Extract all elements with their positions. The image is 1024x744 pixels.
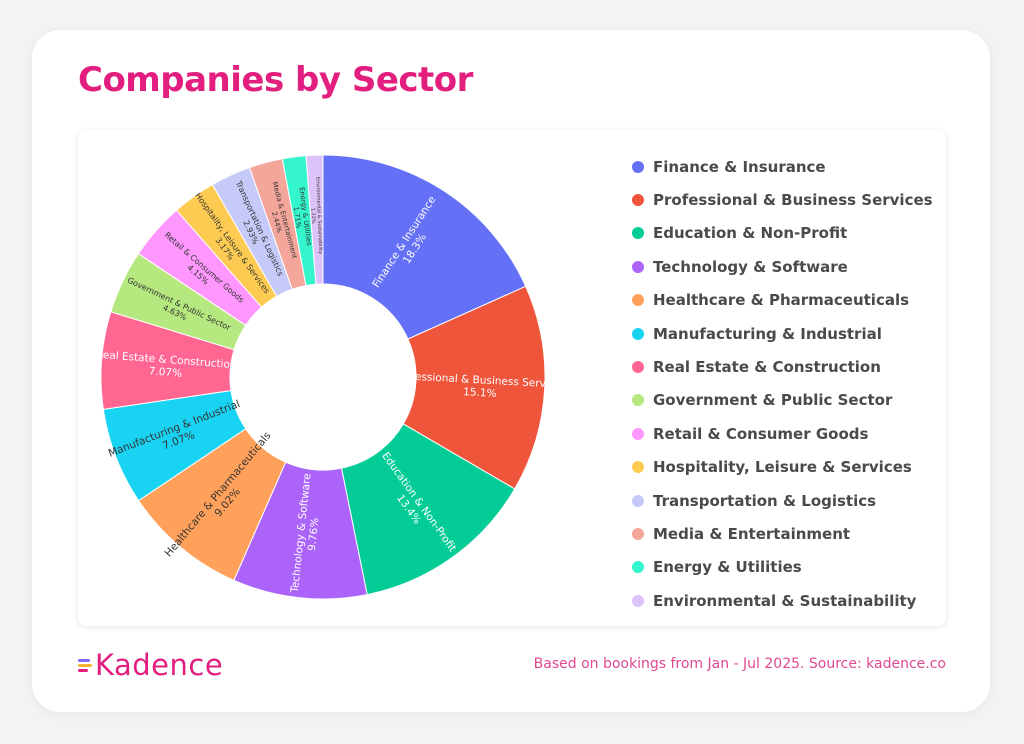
legend-item-professional-and-business-services[interactable]: Professional & Business Services <box>632 183 942 216</box>
slice-label-value: 15.1% <box>463 386 497 400</box>
legend-item-technology-and-software[interactable]: Technology & Software <box>632 250 942 283</box>
svg-text:Environmental & Sustainability: Environmental & Sustainability1.22% <box>308 177 323 255</box>
legend-label: Energy & Utilities <box>653 558 802 577</box>
legend-label: Technology & Software <box>653 257 848 276</box>
legend-swatch <box>632 294 644 307</box>
legend-label: Media & Entertainment <box>653 524 851 543</box>
legend-swatch <box>632 527 644 540</box>
kadence-logo: Kadence <box>78 648 223 682</box>
legend-swatch <box>632 427 644 440</box>
legend-item-education-and-non-profit[interactable]: Education & Non-Profit <box>632 217 942 250</box>
legend-item-government-and-public-sector[interactable]: Government & Public Sector <box>632 384 942 417</box>
legend-label: Finance & Insurance <box>653 157 826 176</box>
legend-swatch <box>632 227 644 240</box>
slice-education-and-non-profit[interactable] <box>340 423 516 596</box>
legend-item-manufacturing-and-industrial[interactable]: Manufacturing & Industrial <box>632 317 942 350</box>
slice-environmental-and-sustainability[interactable] <box>305 154 324 285</box>
legend-label: Healthcare & Pharmaceuticals <box>653 291 910 310</box>
slice-label-value: 1.71% <box>292 206 303 229</box>
slice-label-environmental-and-sustainability: Environmental & Sustainability1.22% <box>308 177 324 255</box>
legend-item-transportation-and-logistics[interactable]: Transportation & Logistics <box>632 484 942 517</box>
legend-item-media-and-entertainment[interactable]: Media & Entertainment <box>632 517 942 550</box>
legend-label: Government & Public Sector <box>653 391 893 410</box>
legend-swatch <box>632 394 644 407</box>
legend-item-retail-and-consumer-goods[interactable]: Retail & Consumer Goods <box>632 417 942 450</box>
slice-label-value: 1.22% <box>310 208 317 224</box>
slice-label-name: Environmental & Sustainability <box>314 177 323 255</box>
legend-item-real-estate-and-construction[interactable]: Real Estate & Construction <box>632 350 942 383</box>
legend-swatch <box>632 160 644 173</box>
legend-swatch <box>632 594 644 607</box>
logo-mark-icon <box>78 655 92 675</box>
legend-label: Transportation & Logistics <box>653 491 877 510</box>
legend-item-environmental-and-sustainability[interactable]: Environmental & Sustainability <box>632 584 942 617</box>
slice-label-value: 9.76% <box>306 517 321 551</box>
legend-label: Education & Non-Profit <box>653 224 848 243</box>
legend-swatch <box>632 194 644 207</box>
legend-swatch <box>632 260 644 273</box>
logo-text: Kadence <box>95 648 224 682</box>
legend-swatch <box>632 327 644 340</box>
legend-swatch <box>632 494 644 507</box>
legend-item-healthcare-and-pharmaceuticals[interactable]: Healthcare & Pharmaceuticals <box>632 284 942 317</box>
legend-item-finance-and-insurance[interactable]: Finance & Insurance <box>632 150 942 183</box>
slice-label-value: 7.07% <box>148 365 182 379</box>
chart-title: Companies by Sector <box>78 60 473 100</box>
slice-professional-and-business-services[interactable] <box>402 285 546 490</box>
slice-finance-and-insurance[interactable] <box>322 154 527 340</box>
source-footnote: Based on bookings from Jan - Jul 2025. S… <box>533 656 946 672</box>
legend-swatch <box>632 461 644 474</box>
donut-chart: Finance & Insurance18.3%Professional & B… <box>96 154 560 600</box>
legend-label: Retail & Consumer Goods <box>653 424 869 443</box>
legend-label: Real Estate & Construction <box>653 358 881 377</box>
legend-label: Manufacturing & Industrial <box>653 324 882 343</box>
legend-swatch <box>632 361 644 374</box>
legend-item-energy-and-utilities[interactable]: Energy & Utilities <box>632 551 942 584</box>
legend-label: Environmental & Sustainability <box>653 591 917 610</box>
chart-legend: Finance & Insurance Professional & Busine… <box>632 150 942 617</box>
legend-label: Professional & Business Services <box>653 191 933 210</box>
legend-item-hospitality-leisure-and-services[interactable]: Hospitality, Leisure & Services <box>632 451 942 484</box>
legend-label: Hospitality, Leisure & Services <box>653 458 912 477</box>
legend-swatch <box>632 561 644 574</box>
